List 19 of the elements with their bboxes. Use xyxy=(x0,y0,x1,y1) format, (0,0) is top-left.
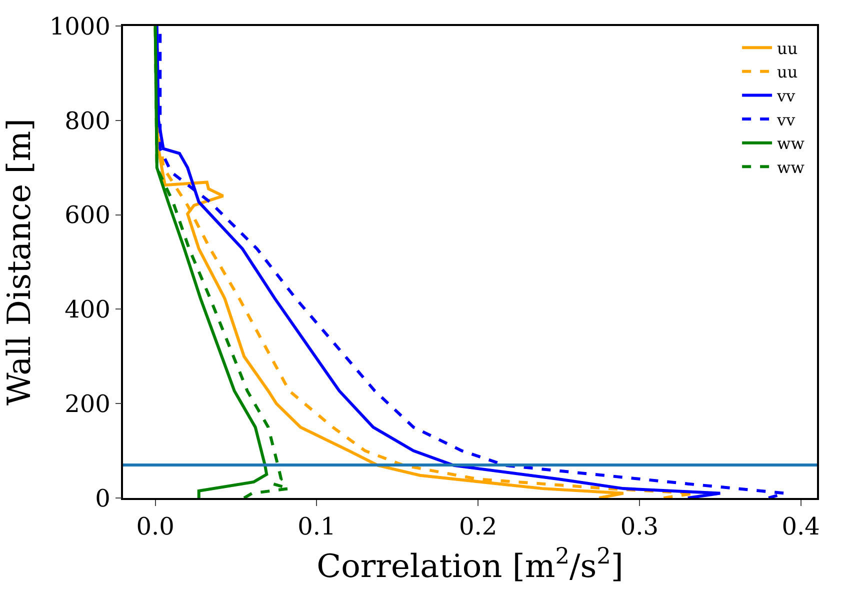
x-tick-label: 0.2 xyxy=(458,512,498,541)
legend-label: uu xyxy=(777,38,798,58)
y-tick-label: 600 xyxy=(64,201,110,230)
legend-label: vv xyxy=(776,110,796,130)
y-axis-title: Wall Distance [m] xyxy=(0,118,38,406)
y-tick-label: 1000 xyxy=(49,12,110,40)
legend-label: vv xyxy=(776,86,796,106)
x-axis-title: Correlation [m$^{2}$/s$^{2}$] xyxy=(316,544,624,585)
y-tick-label: 400 xyxy=(64,296,110,324)
x-tick-label: 0.0 xyxy=(136,512,174,541)
x-tick-label: 0.4 xyxy=(782,512,820,541)
x-tick-label: 0.3 xyxy=(620,512,659,541)
legend-label: ww xyxy=(777,134,805,154)
x-tick-label: 0.1 xyxy=(298,512,336,541)
y-tick-label: 200 xyxy=(64,390,110,418)
legend-label: uu xyxy=(777,62,798,82)
legend-label: ww xyxy=(777,158,805,177)
y-tick-label: 800 xyxy=(64,106,110,135)
y-tick-label: 0 xyxy=(95,484,110,512)
